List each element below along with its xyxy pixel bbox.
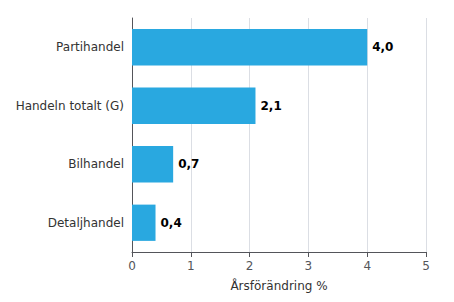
svg-text:Detaljhandel: Detaljhandel [48, 216, 124, 230]
svg-text:2: 2 [246, 259, 254, 273]
svg-text:0,7: 0,7 [178, 157, 199, 171]
svg-text:Handeln totalt (G): Handeln totalt (G) [16, 99, 124, 113]
svg-text:2,1: 2,1 [260, 99, 281, 113]
svg-text:1: 1 [187, 259, 195, 273]
svg-text:Årsförändring %: Årsförändring % [230, 278, 327, 293]
svg-text:Partihandel: Partihandel [56, 40, 124, 54]
svg-text:Bilhandel: Bilhandel [68, 157, 124, 171]
svg-text:3: 3 [305, 259, 313, 273]
svg-text:5: 5 [422, 259, 430, 273]
svg-text:0: 0 [128, 259, 136, 273]
svg-text:0,4: 0,4 [161, 216, 182, 230]
svg-text:4,0: 4,0 [372, 40, 393, 54]
svg-text:4: 4 [363, 259, 371, 273]
